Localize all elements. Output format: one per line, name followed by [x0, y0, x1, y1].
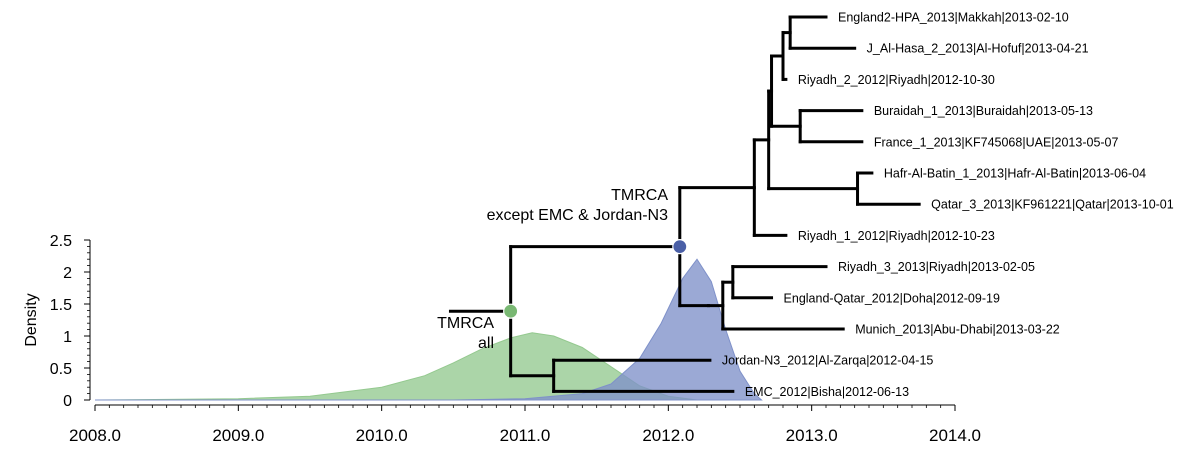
y-tick-label: 0.5	[50, 361, 72, 378]
tip-label: J_Al-Hasa_2_2013|Al-Hofuf|2013-04-21	[867, 42, 1089, 56]
tmrca-node-marker	[672, 239, 688, 255]
y-tick-label: 0	[63, 393, 72, 410]
tip-label: EMC_2012|Bisha|2012-06-13	[745, 385, 909, 399]
x-tick-label: 2013.0	[786, 426, 838, 445]
tmrca-node-marker	[503, 303, 519, 319]
tip-label: England2-HPA_2013|Makkah|2013-02-10	[838, 11, 1069, 25]
tip-label: Buraidah_1_2013|Buraidah|2013-05-13	[874, 104, 1093, 118]
x-tick-label: 2010.0	[356, 426, 408, 445]
tip-label: England-Qatar_2012|Doha|2012-09-19	[784, 291, 1000, 305]
tip-label: Munich_2013|Abu-Dhabi|2013-03-22	[855, 323, 1060, 337]
x-tick-label: 2008.0	[69, 426, 121, 445]
x-tick-label: 2014.0	[929, 426, 981, 445]
tmrca-all-label-line1: TMRCA	[437, 315, 494, 332]
y-tick-label: 2.5	[50, 233, 72, 250]
tmrca-all-label-line2: all	[478, 335, 494, 352]
tip-label: Hafr-Al-Batin_1_2013|Hafr-Al-Batin|2013-…	[884, 167, 1146, 181]
y-tick-label: 1	[63, 329, 72, 346]
tip-label: Riyadh_3_2013|Riyadh|2013-02-05	[838, 260, 1035, 274]
tip-label: Qatar_3_2013|KF961221|Qatar|2013-10-01	[931, 198, 1174, 212]
tmrca-except-label-line2: except EMC & Jordan-N3	[487, 207, 669, 224]
x-tick-label: 2011.0	[500, 426, 551, 445]
tip-label: Riyadh_2_2012|Riyadh|2012-10-30	[798, 73, 995, 87]
x-tick-label: 2012.0	[642, 426, 694, 445]
tmrca-except-label-line1: TMRCA	[611, 187, 668, 204]
tip-label: Jordan-N3_2012|Al-Zarqa|2012-04-15	[722, 354, 934, 368]
y-tick-label: 1.5	[50, 297, 72, 314]
axes: 2008.0 2009.0 2010.0 2011.0 2012.0 2013.0 2014…	[50, 233, 981, 445]
y-tick-label: 2	[63, 265, 72, 282]
annotations: TMRCA all TMRCA except EMC & Jordan-N3	[437, 187, 668, 352]
phylogenetic-tree: England2-HPA_2013|Makkah|2013-02-10 J_Al-…	[448, 11, 1174, 399]
density-area-2	[95, 258, 763, 401]
tip-label: France_1_2013|KF745068|UAE|2013-05-07	[874, 135, 1119, 149]
y-axis-label: Density	[23, 293, 40, 346]
x-tick-label: 2009.0	[212, 426, 264, 445]
density-curves	[94, 258, 763, 401]
tip-label: Riyadh_1_2012|Riyadh|2012-10-23	[798, 229, 995, 243]
